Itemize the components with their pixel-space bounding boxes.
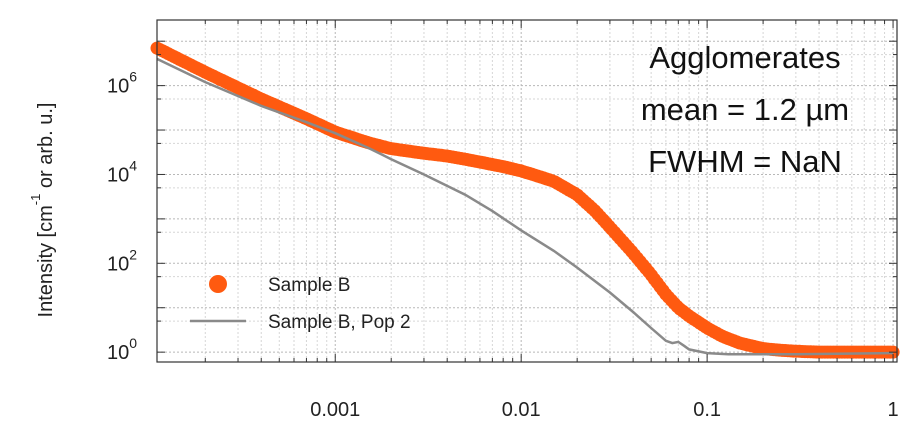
annotation-line-2: mean = 1.2 µm — [641, 92, 849, 127]
x-tick-label: 0.1 — [693, 399, 721, 421]
ticks: 0.001 0.01 0.1 1 100 102 104 106 — [107, 20, 899, 421]
annotation-line-3: FWHM = NaN — [648, 144, 842, 179]
y-tick-label: 106 — [107, 69, 137, 98]
annotation-line-1: Agglomerates — [649, 40, 840, 75]
x-tick-label: 1 — [887, 399, 898, 421]
y-tick-label: 104 — [107, 157, 137, 186]
y-tick-label: 102 — [107, 246, 137, 275]
annotation: Agglomerates mean = 1.2 µm FWHM = NaN — [641, 40, 849, 179]
series-sample-b — [150, 41, 900, 359]
legend: Sample B Sample B, Pop 2 — [190, 275, 411, 333]
series-sample-b-pop-2-line — [156, 57, 894, 356]
y-tick-label: 100 — [107, 335, 137, 364]
x-tick-label: 0.001 — [310, 399, 360, 421]
series-sample-b-pop-2 — [156, 57, 894, 356]
legend-label-pop2: Sample B, Pop 2 — [268, 312, 411, 333]
x-tick-label: 0.01 — [502, 399, 541, 421]
plot-frame — [156, 19, 898, 363]
y-axis-label: Intensity [cm-1 or arb. u.] — [28, 103, 57, 318]
series-layer — [150, 41, 900, 359]
legend-label-sample-b: Sample B — [268, 275, 350, 296]
legend-marker-sample-b — [209, 275, 227, 293]
